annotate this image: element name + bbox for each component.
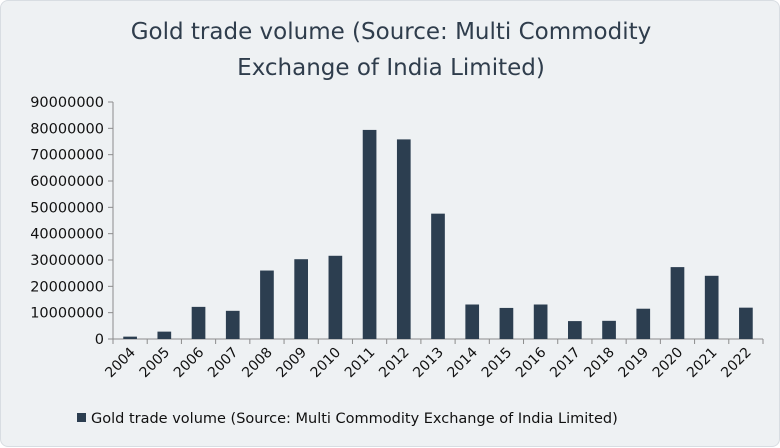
y-tick-label: 0: [95, 332, 104, 348]
bar-2007: [225, 310, 240, 339]
bar-2004: [123, 336, 137, 339]
bar-2017: [568, 321, 582, 339]
x-tick-label: 2009: [273, 345, 310, 382]
chart-title-line-1: Gold trade volume (Source: Multi Commodi…: [131, 19, 652, 45]
bar-2015: [499, 307, 514, 339]
bar-2018: [602, 320, 616, 339]
y-tick-label: 60000000: [30, 174, 104, 190]
bar-2022: [739, 307, 753, 339]
bar-2010: [328, 255, 343, 339]
x-tick-label: 2008: [239, 345, 276, 382]
bar-2012: [396, 139, 411, 339]
x-tick-label: 2018: [581, 345, 618, 382]
x-tick-label: 2005: [137, 345, 174, 382]
y-tick-label: 30000000: [30, 253, 104, 269]
x-tick-label: 2012: [376, 345, 413, 382]
x-tick-label: 2014: [445, 344, 482, 381]
y-tick-label: 40000000: [30, 227, 104, 243]
bar-2021: [704, 275, 719, 339]
y-tick-label: 70000000: [30, 148, 104, 164]
x-tick-label: 2021: [684, 345, 721, 382]
y-axis: 0 10000000 20000000 30000000 40000000 5000000…: [30, 95, 114, 348]
bar-series: [123, 129, 753, 339]
chart-title-line-2: Exchange of India Limited): [237, 55, 545, 81]
legend: Gold trade volume (Source: Multi Commodi…: [77, 411, 618, 427]
bar-2006: [191, 306, 206, 339]
y-tick-label: 20000000: [30, 279, 104, 295]
x-tick-label: 2013: [410, 345, 447, 382]
legend-swatch: [77, 413, 86, 422]
x-tick-label: 2020: [650, 345, 687, 382]
x-tick-label: 2015: [479, 345, 516, 382]
bar-2016: [533, 304, 548, 339]
x-axis: 2004200520062007200820092010201120122013…: [102, 338, 764, 382]
x-tick-label: 2007: [205, 345, 242, 382]
bar-2005: [157, 331, 172, 339]
x-tick-label: 2022: [718, 345, 755, 382]
bar-2020: [670, 267, 685, 339]
y-tick-label: 50000000: [30, 200, 104, 216]
y-tick-label: 80000000: [30, 121, 104, 137]
bar-2011: [362, 129, 377, 339]
y-tick-label: 10000000: [30, 306, 104, 322]
x-tick-label: 2016: [513, 344, 550, 381]
y-tick-label: 90000000: [30, 95, 104, 111]
bar-2019: [636, 308, 651, 339]
bar-2008: [260, 270, 274, 339]
x-tick-label: 2019: [616, 345, 653, 382]
bar-2013: [431, 213, 445, 339]
bar-2014: [465, 304, 480, 339]
legend-label: Gold trade volume (Source: Multi Commodi…: [91, 411, 618, 427]
x-tick-label: 2011: [342, 345, 379, 382]
x-tick-label: 2006: [171, 344, 208, 381]
x-tick-label: 2017: [547, 345, 584, 382]
x-tick-label: 2004: [102, 344, 139, 381]
x-tick-label: 2010: [308, 345, 345, 382]
bar-2009: [294, 259, 308, 339]
